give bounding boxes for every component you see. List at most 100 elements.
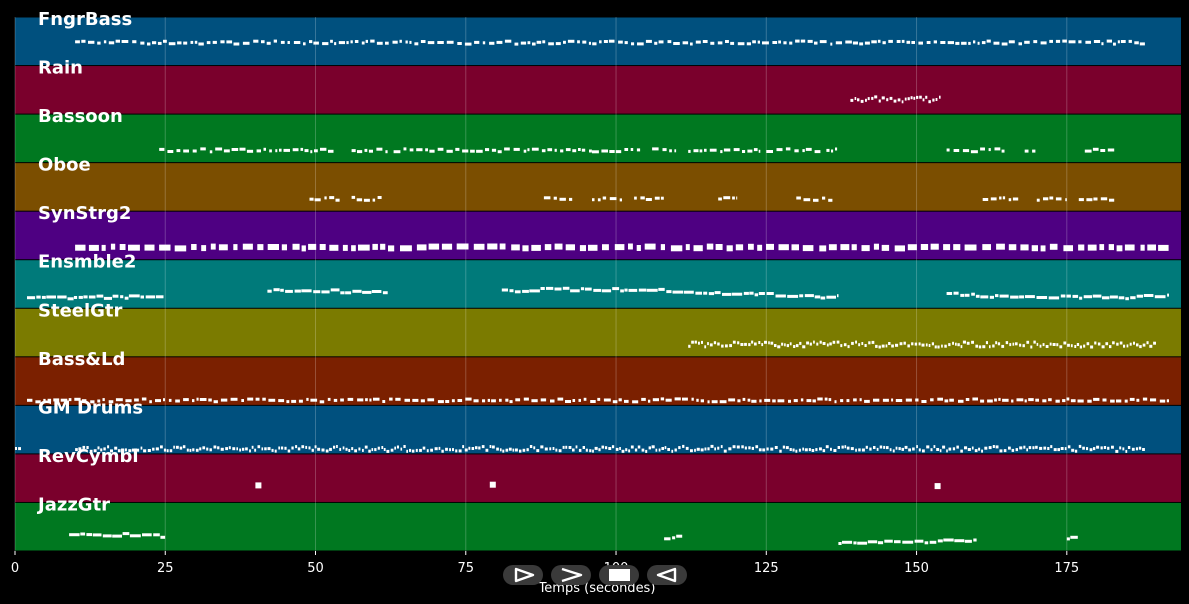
note-mark	[446, 40, 454, 44]
note-mark	[778, 40, 781, 44]
note-mark	[999, 449, 1003, 453]
note-mark	[826, 148, 830, 152]
note-mark	[220, 447, 224, 451]
note-mark	[740, 343, 744, 346]
note-mark	[117, 449, 121, 453]
note-mark	[1065, 198, 1067, 202]
track-band	[15, 114, 1181, 163]
note-mark	[895, 343, 899, 347]
note-mark	[961, 41, 967, 45]
note-mark	[281, 446, 284, 450]
note-mark	[1093, 197, 1098, 201]
note-mark	[1093, 447, 1096, 451]
note-mark	[393, 150, 401, 154]
note-mark	[592, 449, 594, 453]
note-mark	[972, 397, 978, 401]
note-mark	[873, 446, 876, 449]
note-mark	[1020, 244, 1029, 251]
note-mark	[995, 294, 999, 298]
note-mark	[1090, 345, 1094, 349]
note-mark	[700, 448, 704, 452]
note-mark	[888, 342, 891, 345]
note-mark	[1019, 343, 1022, 347]
note-mark	[861, 245, 870, 252]
note-mark	[152, 447, 155, 451]
note-mark	[836, 340, 840, 344]
note-mark	[409, 148, 414, 152]
note-mark	[345, 291, 352, 295]
note-mark	[652, 147, 659, 151]
note-mark	[267, 289, 272, 293]
note-mark	[618, 40, 623, 44]
note-mark	[147, 449, 151, 452]
note-mark	[166, 449, 169, 453]
note-mark	[157, 41, 162, 45]
note-mark	[1059, 345, 1063, 349]
note-mark	[940, 41, 946, 44]
note-mark	[496, 447, 499, 451]
note-mark	[103, 296, 112, 300]
note-mark	[907, 244, 917, 251]
play-button[interactable]	[503, 565, 543, 585]
note-mark	[932, 98, 935, 102]
note-mark	[728, 398, 736, 402]
note-mark	[858, 448, 861, 452]
note-mark	[601, 289, 612, 293]
note-mark	[696, 447, 700, 451]
note-mark	[752, 40, 756, 44]
note-mark	[949, 398, 954, 402]
note-mark	[758, 448, 762, 452]
note-mark	[660, 244, 665, 251]
note-mark	[644, 243, 656, 250]
note-mark	[569, 197, 573, 201]
note-mark	[319, 400, 325, 404]
note-mark	[163, 398, 165, 402]
note-mark	[1078, 244, 1085, 251]
note-mark	[960, 293, 965, 297]
rewind-button[interactable]	[647, 565, 687, 585]
note-mark	[335, 198, 340, 202]
note-mark	[833, 449, 837, 452]
note-mark	[112, 534, 122, 538]
stop-button[interactable]	[599, 565, 639, 585]
note-mark	[819, 340, 822, 344]
note-mark	[358, 447, 361, 451]
note-mark	[482, 41, 486, 45]
note-mark	[155, 447, 159, 451]
note-mark	[1055, 39, 1061, 43]
note-mark	[855, 448, 857, 452]
note-mark	[550, 399, 555, 403]
note-mark	[192, 149, 197, 153]
note-mark	[701, 340, 703, 344]
note-mark	[717, 342, 720, 346]
note-mark	[365, 39, 368, 43]
note-mark	[1022, 344, 1025, 348]
note-mark	[169, 449, 173, 453]
note-mark	[27, 296, 36, 300]
note-mark	[351, 245, 356, 252]
note-mark	[707, 447, 710, 451]
note-mark	[381, 446, 384, 449]
note-mark	[709, 148, 717, 152]
note-mark	[695, 40, 701, 44]
note-mark	[673, 42, 680, 45]
note-mark	[186, 448, 189, 452]
note-mark	[400, 447, 403, 451]
note-mark	[624, 399, 629, 403]
note-mark	[75, 40, 80, 44]
note-mark	[1032, 149, 1036, 153]
note-mark	[47, 398, 52, 402]
note-mark	[365, 398, 368, 402]
note-mark	[320, 147, 327, 151]
note-mark	[351, 195, 356, 199]
note-mark	[766, 243, 774, 250]
fast-forward-button[interactable]	[551, 565, 591, 585]
note-mark	[399, 39, 402, 43]
note-mark	[119, 244, 126, 250]
note-mark	[266, 41, 271, 45]
note-mark	[1082, 446, 1085, 450]
note-mark	[968, 41, 971, 45]
note-mark	[914, 342, 918, 346]
note-mark	[994, 147, 1001, 151]
note-mark	[502, 449, 505, 453]
